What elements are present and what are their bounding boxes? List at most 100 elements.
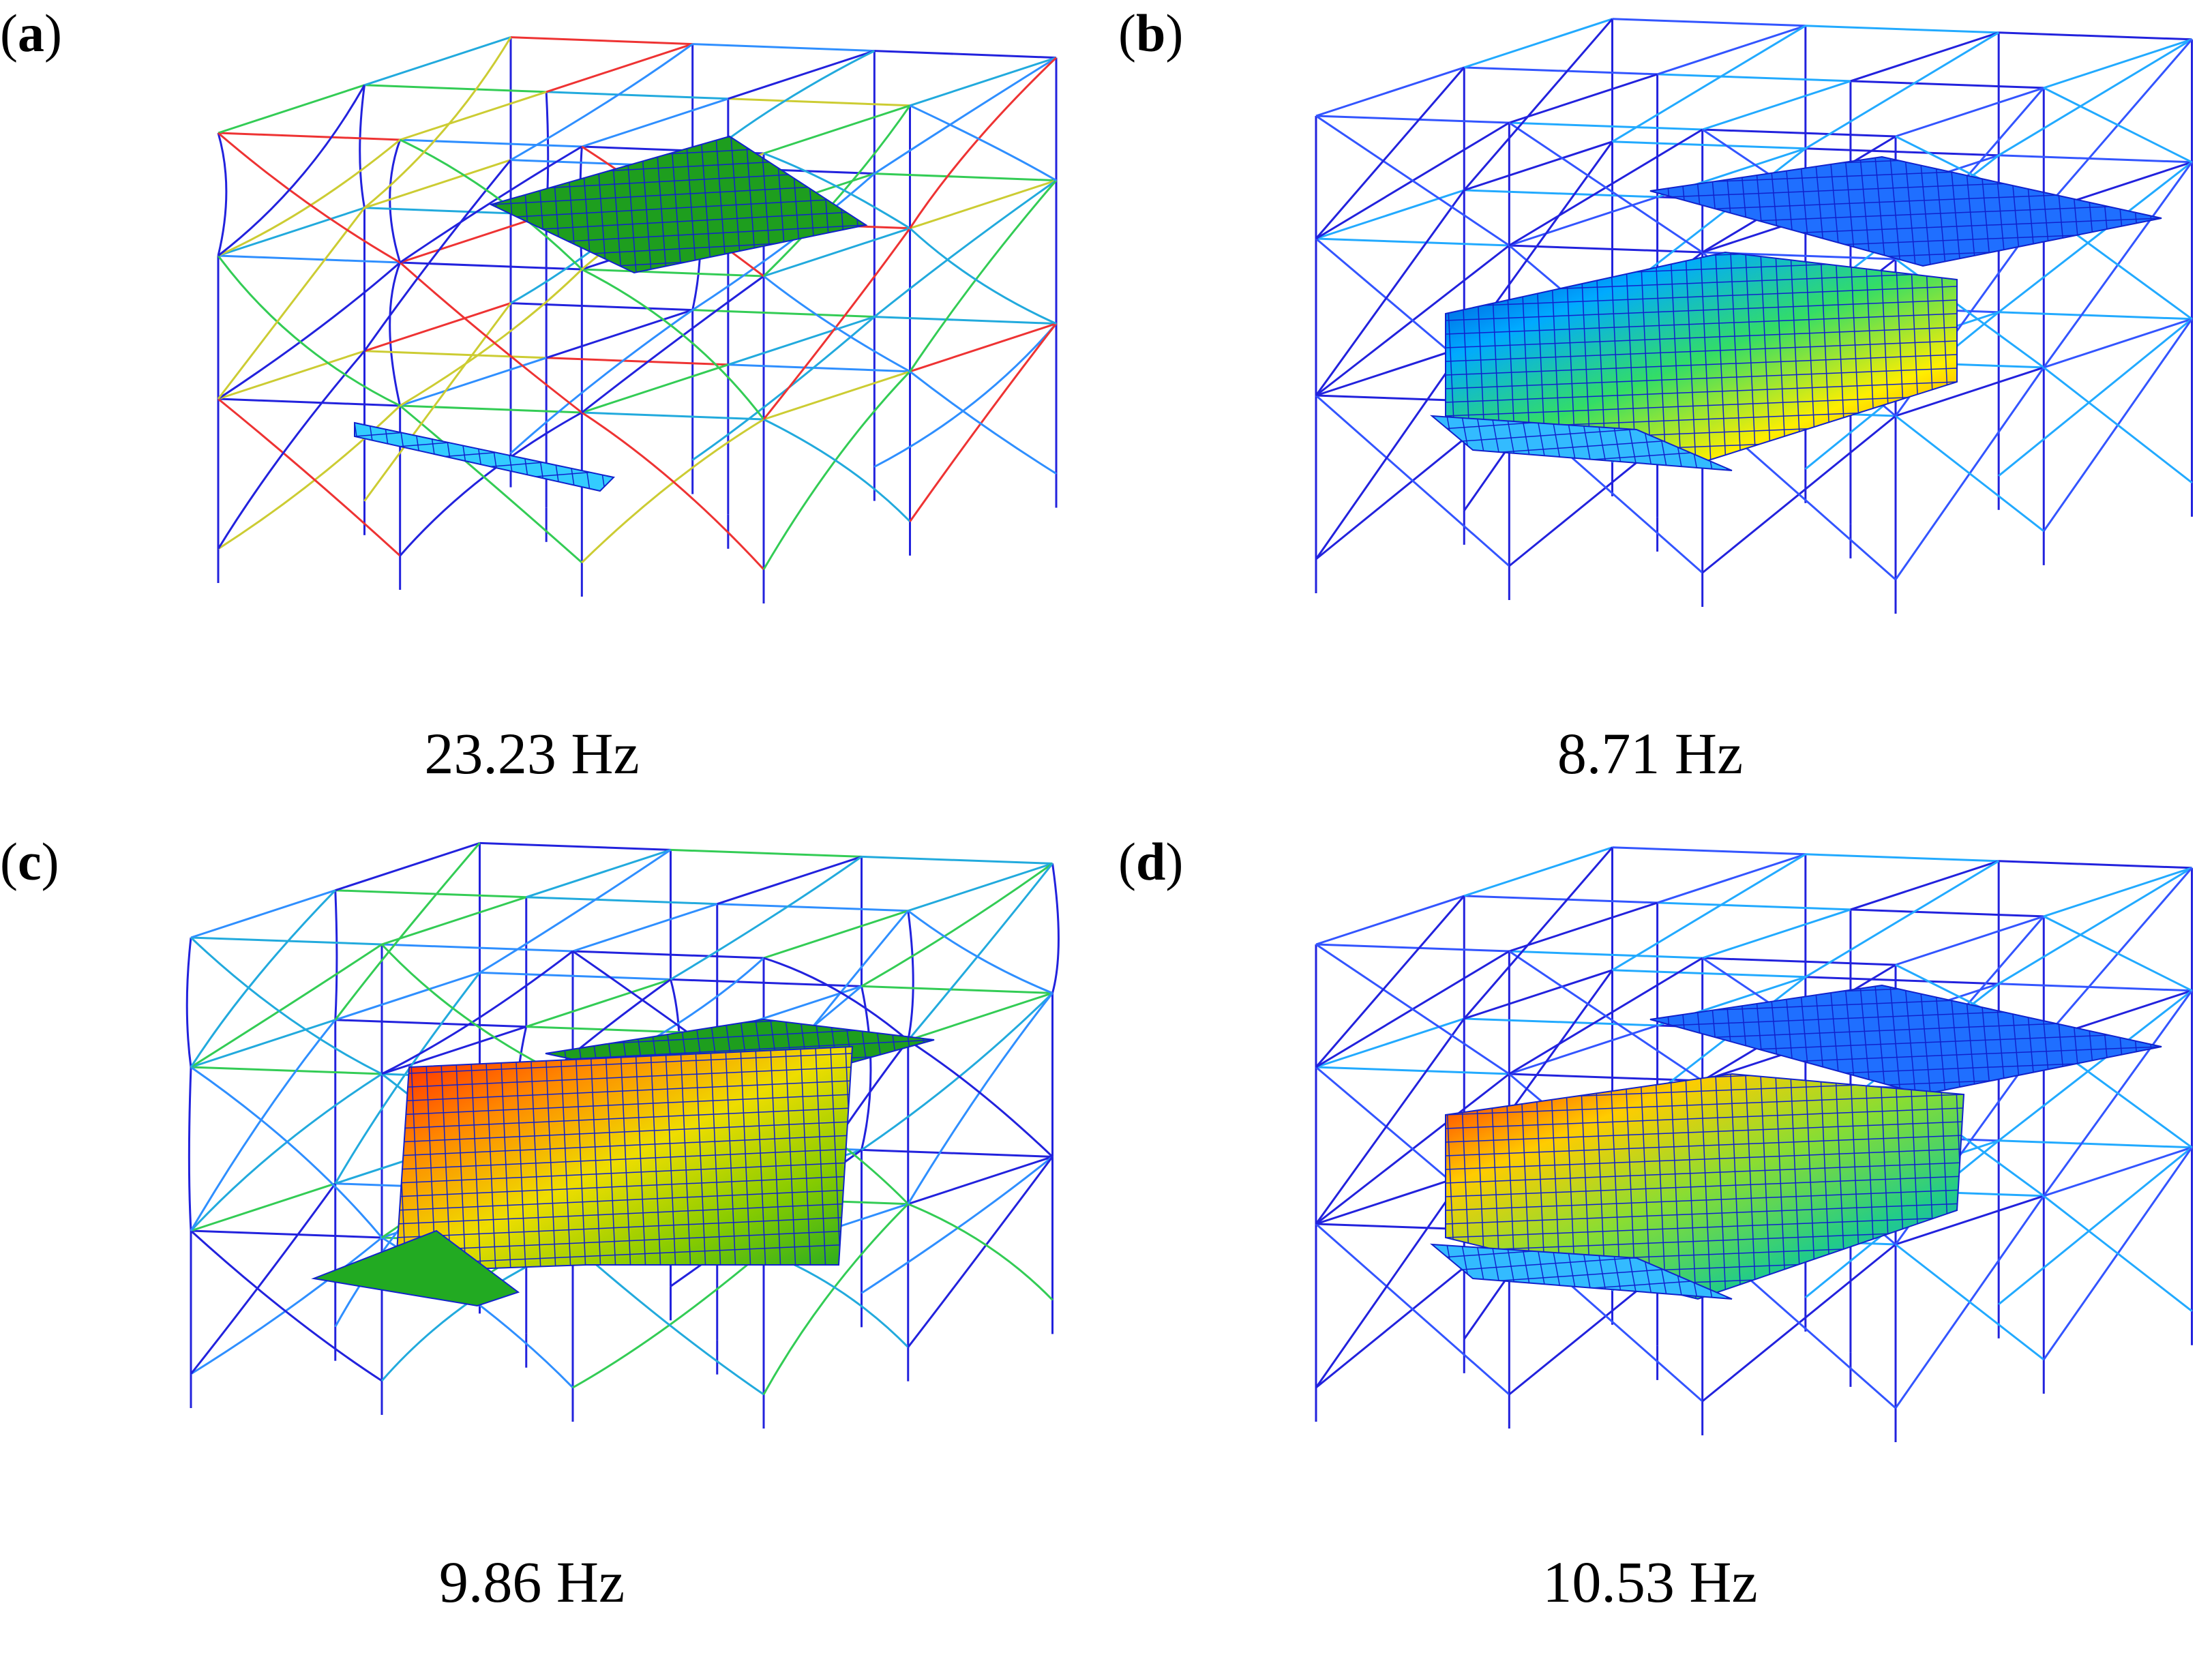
frame-member bbox=[717, 904, 908, 911]
frame-member bbox=[728, 317, 875, 365]
frame-member bbox=[1316, 116, 1509, 123]
frame-member bbox=[1316, 190, 1464, 395]
frame-member bbox=[1999, 33, 2192, 40]
frame-member bbox=[218, 85, 365, 256]
frame-member bbox=[910, 181, 1057, 372]
frame-member bbox=[2044, 916, 2192, 991]
mode-shape-figure bbox=[0, 828, 1064, 1538]
mode-shape-figure bbox=[1118, 828, 2182, 1538]
frame-member bbox=[1999, 861, 2192, 868]
frame-member bbox=[1658, 854, 1806, 903]
frame-member bbox=[874, 51, 1056, 58]
frame-member bbox=[191, 1231, 382, 1381]
frame-member bbox=[1658, 74, 1851, 81]
frame-member bbox=[400, 269, 582, 406]
frame-member bbox=[335, 843, 480, 890]
frame-member bbox=[218, 140, 400, 256]
frame-member bbox=[1509, 951, 1702, 958]
frame-member bbox=[764, 106, 910, 153]
frame-member bbox=[862, 1150, 1053, 1156]
frame-member bbox=[582, 276, 764, 413]
frame-member bbox=[862, 863, 1053, 986]
frame-member bbox=[910, 372, 1057, 474]
frame-member bbox=[191, 1231, 382, 1238]
frame-member bbox=[728, 99, 910, 106]
frame-member bbox=[862, 986, 1053, 993]
frame-member bbox=[1613, 26, 1806, 142]
frame-member bbox=[218, 351, 365, 549]
frame-member bbox=[335, 891, 526, 897]
frame-member bbox=[582, 365, 728, 413]
frame-member bbox=[2044, 1196, 2192, 1311]
frame-member bbox=[191, 1067, 382, 1074]
frame-member bbox=[400, 406, 582, 413]
frame-member bbox=[1999, 1141, 2192, 1148]
frame-member bbox=[1999, 984, 2192, 991]
frame-member bbox=[671, 979, 862, 986]
frame-member bbox=[874, 181, 1056, 317]
frame-member bbox=[1464, 896, 1657, 903]
frame-member bbox=[764, 1251, 908, 1347]
mode-shape-figure bbox=[1118, 0, 2182, 709]
frame-member bbox=[360, 85, 365, 208]
frame-member bbox=[1896, 1244, 2044, 1360]
frame-member bbox=[908, 1156, 1053, 1347]
frame-member bbox=[1316, 347, 1464, 395]
frame-member bbox=[365, 38, 511, 85]
frame-member bbox=[191, 1020, 335, 1067]
frame-member bbox=[1464, 1019, 1657, 1026]
frame-member bbox=[764, 911, 908, 958]
frame-member bbox=[573, 1244, 764, 1394]
frame-member bbox=[546, 92, 728, 99]
frame-member bbox=[671, 850, 862, 856]
frame-member bbox=[2044, 88, 2192, 162]
frame-member bbox=[1999, 319, 2192, 476]
mode-shape-figure bbox=[0, 0, 1064, 709]
panel-b: (b) 8.71 Hz bbox=[1118, 0, 2182, 805]
frame-member bbox=[1509, 123, 1702, 130]
frame-member bbox=[910, 58, 1057, 106]
frame-member bbox=[862, 856, 1053, 863]
frame-member bbox=[582, 99, 728, 147]
frame-member bbox=[1999, 40, 2192, 155]
frame-member bbox=[400, 358, 547, 406]
frame-member bbox=[693, 317, 875, 460]
panel-a: (a) 23.23 Hz bbox=[0, 0, 1064, 805]
frame-member bbox=[218, 263, 400, 399]
frame-member bbox=[1464, 848, 1612, 1019]
frequency-label: 9.86 Hz bbox=[0, 1548, 1064, 1616]
frame-member bbox=[480, 843, 671, 850]
frame-member bbox=[390, 263, 400, 406]
frame-member bbox=[218, 85, 365, 133]
frame-member bbox=[1316, 896, 1464, 1067]
frame-member bbox=[526, 979, 671, 1026]
frame-member bbox=[2044, 368, 2192, 483]
frame-member bbox=[365, 38, 511, 208]
frame-member bbox=[1316, 239, 1509, 245]
frame-member bbox=[764, 419, 910, 522]
frame-member bbox=[1806, 26, 1999, 33]
frame-member bbox=[218, 208, 365, 256]
frame-member bbox=[764, 372, 910, 569]
frequency-label: 10.53 Hz bbox=[1118, 1548, 2182, 1616]
deformed-component bbox=[355, 402, 620, 491]
frame-member bbox=[400, 215, 547, 263]
frame-member bbox=[582, 413, 764, 419]
frame-member bbox=[218, 399, 400, 556]
frequency-label: 8.71 Hz bbox=[1118, 719, 2182, 788]
frame-member bbox=[874, 317, 1056, 324]
frame-member bbox=[1464, 68, 1657, 74]
frame-member bbox=[1613, 848, 1806, 854]
frame-member bbox=[546, 358, 728, 365]
frame-member bbox=[218, 256, 400, 263]
frame-member bbox=[191, 891, 335, 1067]
frame-member bbox=[1509, 1026, 1657, 1074]
frame-member bbox=[365, 160, 511, 208]
frame-member bbox=[908, 911, 913, 1041]
frame-member bbox=[1316, 944, 1509, 1074]
frame-member bbox=[1806, 977, 1999, 984]
frame-member bbox=[573, 951, 764, 958]
frame-member bbox=[910, 228, 1057, 324]
frame-member bbox=[908, 1156, 1053, 1204]
frame-member bbox=[218, 133, 400, 140]
